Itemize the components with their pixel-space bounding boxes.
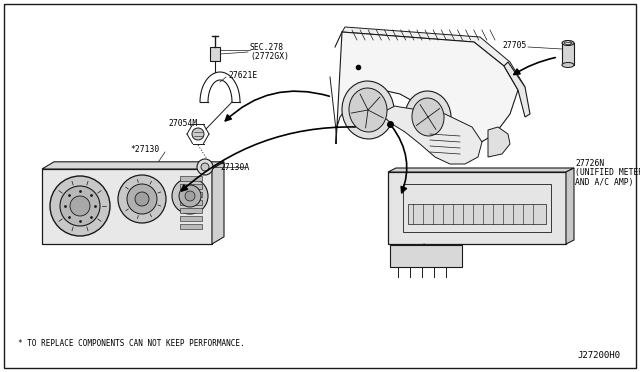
Text: 27130A: 27130A [220, 163, 249, 171]
Ellipse shape [342, 81, 394, 139]
Polygon shape [342, 27, 525, 90]
Circle shape [197, 159, 213, 175]
Circle shape [118, 175, 166, 223]
Bar [390, 245, 462, 267]
Polygon shape [388, 168, 574, 172]
Polygon shape [388, 172, 566, 244]
Text: * TO REPLACE COMPONENTS CAN NOT KEEP PERFORMANCE.: * TO REPLACE COMPONENTS CAN NOT KEEP PER… [18, 340, 244, 349]
Circle shape [172, 178, 208, 214]
Bar [180, 184, 202, 189]
Bar [210, 47, 220, 61]
Polygon shape [42, 169, 212, 244]
Ellipse shape [562, 62, 574, 67]
Ellipse shape [349, 88, 387, 132]
Text: *27130: *27130 [130, 145, 159, 154]
Circle shape [192, 128, 204, 140]
Text: 27054M: 27054M [168, 119, 197, 128]
Ellipse shape [412, 98, 444, 136]
Ellipse shape [405, 91, 451, 143]
Text: (UNIFIED METER: (UNIFIED METER [575, 169, 640, 177]
Text: J27200H0: J27200H0 [577, 352, 620, 360]
Circle shape [185, 191, 195, 201]
Circle shape [60, 186, 100, 226]
Circle shape [50, 176, 110, 236]
Polygon shape [488, 127, 510, 157]
Bar [180, 208, 202, 213]
Circle shape [127, 184, 157, 214]
Circle shape [70, 196, 90, 216]
Bar [180, 216, 202, 221]
Polygon shape [384, 106, 482, 164]
Text: 27726N: 27726N [575, 160, 604, 169]
Polygon shape [212, 162, 224, 244]
Circle shape [135, 192, 149, 206]
Polygon shape [504, 62, 530, 117]
Polygon shape [42, 162, 224, 169]
Polygon shape [566, 168, 574, 244]
Circle shape [201, 163, 209, 171]
Bar [180, 176, 202, 181]
Bar [180, 192, 202, 197]
Text: AND A/C AMP): AND A/C AMP) [575, 177, 634, 186]
Text: 27130C: 27130C [393, 253, 422, 262]
Polygon shape [336, 32, 518, 144]
Bar [562, 43, 574, 65]
Ellipse shape [562, 41, 574, 45]
Bar [180, 224, 202, 229]
Text: (2772GX): (2772GX) [250, 52, 289, 61]
Text: 27621E: 27621E [228, 71, 257, 80]
Bar [408, 204, 546, 224]
Bar [403, 184, 551, 232]
Text: SEC.278: SEC.278 [250, 44, 284, 52]
Text: 27705: 27705 [502, 42, 527, 51]
Circle shape [179, 185, 201, 207]
Bar [180, 200, 202, 205]
